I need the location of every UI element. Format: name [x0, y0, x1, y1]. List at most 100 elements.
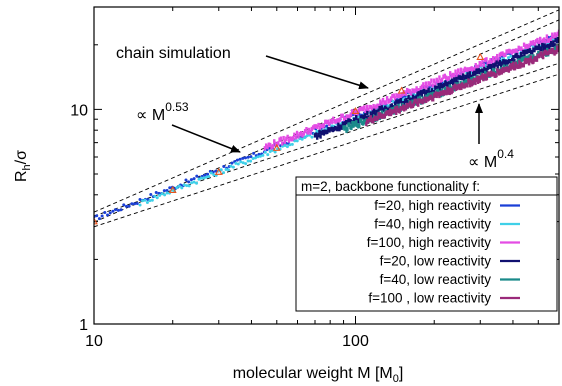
- data-point: [346, 127, 349, 132]
- data-point: [537, 43, 541, 49]
- data-point: [309, 130, 312, 135]
- data-point: [552, 34, 555, 39]
- chain-simulation-point: [476, 52, 485, 60]
- data-point: [315, 129, 319, 133]
- data-point: [288, 143, 292, 147]
- legend-items: f=20, high reactivity f=40, high reactivi…: [367, 198, 520, 306]
- data-point: [106, 213, 110, 217]
- data-point: [314, 124, 318, 129]
- x-axis-label: molecular weight M [M0]: [233, 365, 404, 385]
- data-point: [185, 184, 189, 188]
- data-point: [294, 135, 297, 140]
- data-point: [485, 75, 489, 81]
- data-point: [450, 73, 453, 79]
- data-point: [187, 184, 191, 188]
- data-point: [149, 193, 153, 197]
- data-point: [446, 90, 450, 95]
- data-point: [529, 40, 532, 46]
- data-point: [263, 150, 267, 154]
- legend-label: f=20, high reactivity: [374, 198, 491, 213]
- data-point: [141, 199, 145, 203]
- data-point: [524, 44, 527, 50]
- data-point: [336, 118, 339, 123]
- data-point: [380, 101, 383, 106]
- data-point: [404, 106, 408, 111]
- data-point: [182, 183, 186, 187]
- data-point: [475, 75, 479, 81]
- data-point: [426, 85, 429, 90]
- data-point: [431, 83, 434, 88]
- data-point: [514, 48, 518, 53]
- data-point: [162, 189, 166, 193]
- data-point: [515, 52, 518, 58]
- data-point: [244, 162, 248, 166]
- data-point: [424, 81, 428, 86]
- data-point: [155, 196, 159, 200]
- data-point: [380, 110, 384, 115]
- data-point: [352, 123, 355, 128]
- legend-title: m=2, backbone functionality f:: [301, 179, 480, 194]
- data-point: [545, 47, 549, 53]
- series-layer: [94, 29, 559, 221]
- data-point: [502, 52, 506, 58]
- data-point: [377, 108, 380, 114]
- data-point: [468, 71, 472, 76]
- data-point: [291, 136, 295, 141]
- data-point: [467, 75, 470, 80]
- data-point: [369, 111, 372, 116]
- data-point: [511, 65, 514, 70]
- data-point: [401, 98, 405, 102]
- data-point: [306, 130, 310, 135]
- data-point: [325, 119, 328, 125]
- data-point: [230, 161, 234, 165]
- data-point: [474, 80, 477, 86]
- data-point: [290, 137, 293, 142]
- data-point: [258, 154, 262, 158]
- data-point: [556, 45, 559, 50]
- data-point: [434, 81, 437, 86]
- data-point: [443, 73, 447, 79]
- data-point: [138, 203, 142, 207]
- data-point: [271, 144, 275, 149]
- data-point: [266, 153, 270, 157]
- data-point: [124, 204, 128, 208]
- data-point: [190, 181, 194, 185]
- data-point: [299, 130, 303, 136]
- data-point: [212, 173, 216, 177]
- data-point: [500, 70, 504, 75]
- data-point: [180, 186, 184, 190]
- data-point: [460, 85, 463, 91]
- data-point: [537, 40, 541, 45]
- chain-simulation-point: [214, 167, 223, 175]
- data-point: [366, 110, 369, 116]
- data-point: [100, 214, 104, 218]
- data-point: [481, 73, 484, 78]
- data-point: [246, 155, 250, 159]
- data-point: [439, 79, 442, 84]
- data-point: [518, 60, 521, 65]
- data-point: [555, 49, 558, 55]
- data-point: [366, 119, 370, 124]
- data-point: [282, 135, 285, 141]
- data-point: [195, 174, 199, 178]
- data-point: [496, 64, 499, 70]
- data-point: [552, 40, 555, 45]
- data-point: [541, 42, 544, 48]
- data-point: [478, 60, 481, 66]
- data-point: [468, 82, 472, 88]
- data-point: [187, 180, 191, 184]
- data-point: [150, 198, 154, 202]
- data-point: [278, 137, 281, 142]
- data-point: [543, 43, 546, 48]
- data-point: [463, 66, 467, 72]
- data-point: [326, 129, 329, 135]
- data-point: [492, 68, 496, 73]
- data-point: [511, 57, 514, 63]
- data-point: [406, 99, 409, 105]
- data-point: [419, 90, 423, 95]
- data-point: [468, 79, 471, 84]
- data-point: [429, 92, 433, 97]
- data-point: [350, 109, 354, 114]
- data-point: [138, 197, 142, 201]
- data-point: [97, 217, 101, 221]
